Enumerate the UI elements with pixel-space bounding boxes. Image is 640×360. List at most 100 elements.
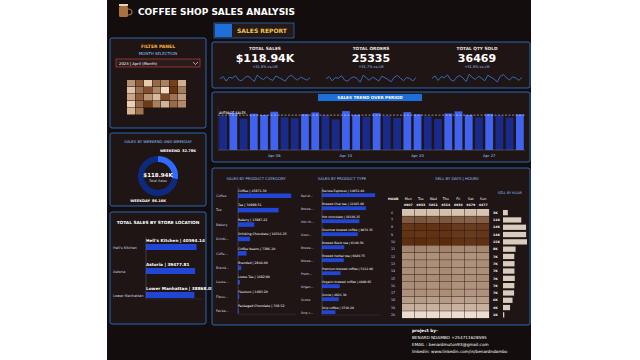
- data-label: Brewed herbal tea | 6020.75: [322, 254, 365, 258]
- bar: [250, 114, 258, 150]
- y-tick-label: 15: [391, 277, 395, 281]
- y-tick-label: 20: [391, 313, 395, 317]
- y-tick-label: Tea: [215, 208, 222, 212]
- row-total-label: 7K: [493, 262, 498, 266]
- slice-value: 32.78K: [182, 149, 196, 153]
- heat-cell: [465, 297, 477, 304]
- bar: [291, 118, 299, 150]
- chart-title: SALES BY PRODUCT CATEGORY: [226, 176, 286, 181]
- heat-cell: [440, 260, 452, 267]
- row-total-bar: [503, 210, 508, 215]
- x-tick-label: Apr 13: [340, 153, 353, 158]
- page-title: COFFEE SHOP SALES ANALYSIS: [138, 7, 295, 17]
- cup-lid: [119, 4, 128, 6]
- heat-cell: [465, 253, 477, 260]
- bar: [322, 245, 344, 249]
- x-tick-label: Thu: [442, 197, 449, 201]
- heat-cell: [440, 304, 452, 311]
- y-tick-label: 7: [391, 218, 393, 222]
- heat-cell: [402, 238, 414, 245]
- heat-cell: [415, 267, 427, 274]
- data-label: Brewed Chai tea | 12105.60: [322, 202, 364, 206]
- heat-cell: [452, 282, 464, 289]
- heat-cell: [452, 216, 464, 223]
- x-axis-line: [146, 299, 202, 300]
- heat-cell: [427, 304, 439, 311]
- heat-cell: [452, 311, 464, 318]
- heat-cell: [415, 246, 427, 253]
- calendar-cell: [153, 101, 161, 108]
- sparkline-group: [432, 74, 522, 82]
- x-axis-line: [218, 150, 525, 151]
- heat-cell: [465, 231, 477, 238]
- background: [107, 0, 531, 360]
- heat-cell: [427, 267, 439, 274]
- dropdown[interactable]: [116, 59, 200, 67]
- y-tick-label: Lower Manhattan: [113, 294, 143, 298]
- y-tick-label: Brewe...: [301, 259, 314, 263]
- heat-cell: [402, 246, 414, 253]
- heat-cell: [427, 260, 439, 267]
- bar: [434, 119, 442, 150]
- calendar-cell: [153, 94, 161, 101]
- store-panel: [110, 212, 206, 324]
- y-tick-label: Drip c...: [301, 311, 313, 315]
- heat-cell: [440, 275, 452, 282]
- trend-title-banner: [318, 94, 422, 101]
- heat-cell: [415, 275, 427, 282]
- data-label: Coffee | 45871.30: [238, 189, 267, 193]
- data-label: Hell's Kitchen | 40594.14: [146, 238, 205, 243]
- heat-cell: [477, 297, 489, 304]
- heat-cell: [477, 282, 489, 289]
- calendar-cell: [144, 80, 152, 87]
- y-tick-label: 8: [391, 225, 393, 229]
- y-axis-line: [146, 237, 147, 299]
- row-total-bar: [503, 312, 504, 317]
- tab[interactable]: [214, 23, 294, 38]
- heat-cell: [427, 275, 439, 282]
- heat-cell: [440, 267, 452, 274]
- data-label: Drinking Chocolate | 10316.25: [238, 232, 287, 236]
- calendar-cell: [153, 87, 161, 94]
- heat-cell: [402, 267, 414, 274]
- kpi-title: TOTAL ORDERS: [353, 46, 390, 51]
- y-tick-label: 6: [391, 211, 393, 215]
- kpi-value: 25335: [352, 52, 390, 65]
- row-total-label: 15K: [493, 240, 500, 244]
- heat-cell: [402, 275, 414, 282]
- calendar-cell: [144, 87, 152, 94]
- bar: [444, 113, 452, 150]
- heat-cell: [452, 253, 464, 260]
- heat-cell: [427, 311, 439, 318]
- heat-cell: [427, 209, 439, 216]
- y-tick-label: Hot ch...: [301, 220, 314, 224]
- column-total: 4477: [479, 203, 488, 207]
- row-total-label: 7K: [493, 255, 498, 259]
- calendar-cell: [161, 94, 169, 101]
- data-label: Scone | 4621.30: [322, 293, 347, 297]
- x-tick-label: Mon: [405, 197, 412, 201]
- heat-cell: [427, 282, 439, 289]
- kpi-title: TOTAL QTY SOLD: [457, 46, 498, 51]
- heat-cell: [477, 224, 489, 231]
- bar: [342, 111, 350, 150]
- y-tick-label: Loose...: [216, 280, 229, 284]
- row-total-label: 7K: [493, 277, 498, 281]
- bar: [301, 114, 309, 150]
- heat-cell: [452, 297, 464, 304]
- heat-cell: [415, 216, 427, 223]
- cup-handle: [128, 9, 132, 15]
- heat-cell: [440, 231, 452, 238]
- bar: [219, 116, 227, 150]
- row-total-label: 7K: [493, 291, 498, 295]
- data-label: Organic brewed coffee | 4890.65: [322, 280, 371, 284]
- heat-cell: [440, 297, 452, 304]
- filter-panel: [110, 38, 206, 128]
- bar: [238, 266, 241, 271]
- y-tick-label: 17: [391, 291, 395, 295]
- row-total-label: 3K: [493, 211, 498, 215]
- x-tick-label: Apr 27: [483, 153, 496, 158]
- heat-cell: [477, 267, 489, 274]
- heat-cell: [427, 231, 439, 238]
- footer-line: linkedin: www.linkedin.com/in/benardndam…: [412, 349, 508, 354]
